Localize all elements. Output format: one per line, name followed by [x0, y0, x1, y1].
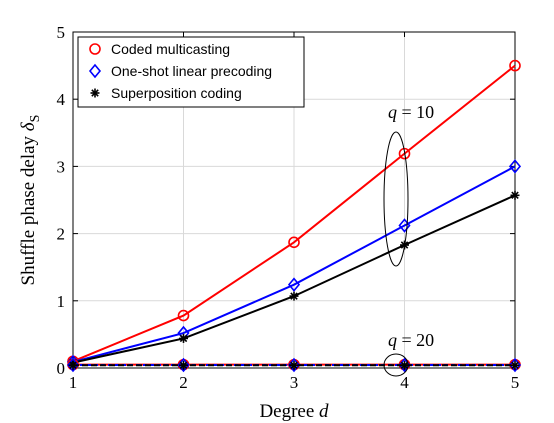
legend-label-2: One-shot linear precoding: [111, 63, 272, 79]
y-tick-label-1: 1: [57, 292, 66, 311]
annotation-q10-var: q: [388, 102, 397, 122]
series-6-point-2: [179, 360, 188, 370]
y-axis-label-var: δ: [18, 121, 39, 131]
legend-items: Coded multicasting One-shot linear precod…: [88, 41, 272, 101]
annotation-q10-value: = 10: [397, 102, 434, 122]
annotation-q20-var: q: [388, 330, 397, 350]
series-1-point-4: [398, 147, 411, 160]
y-axis-label-text: Shuffle phase delay: [18, 135, 39, 285]
series-3-point-3: [289, 291, 299, 301]
series-line-2: [72, 165, 516, 363]
series-6-point-5: [510, 360, 520, 370]
series-6: [68, 360, 520, 370]
x-tick-label-4: 4: [400, 373, 409, 392]
series-2-point-4: [398, 218, 411, 233]
legend-item-1: Coded multicasting: [89, 41, 230, 57]
legend-marker-3: [90, 88, 100, 98]
y-tick-label-2: 2: [57, 225, 66, 244]
q20-group-ellipse: [383, 353, 409, 377]
q10-group-ellipse: [383, 131, 409, 267]
x-axis-label-text: Degree: [259, 401, 314, 422]
series-2-point-5: [508, 159, 522, 174]
series-3-point-5: [510, 190, 520, 200]
y-tick-label-5: 5: [57, 23, 66, 42]
series-1-point-2: [177, 309, 190, 322]
series-3-point-2: [179, 333, 188, 343]
series-1-point-3: [288, 236, 300, 249]
series-layer: [66, 59, 522, 373]
series-6-point-3: [289, 360, 299, 370]
y-axis-label-sub: S: [28, 115, 43, 123]
annotation-q20-value: = 20: [397, 330, 434, 350]
legend-label-3: Superposition coding: [111, 85, 242, 101]
legend-marker-2: [88, 63, 102, 79]
legend-label-1: Coded multicasting: [111, 41, 230, 57]
x-axis-label-var: d: [319, 401, 329, 422]
series-6-point-4: [400, 360, 409, 370]
y-axis-label: Shuffle phase delay δS: [18, 115, 43, 286]
series-6-point-1: [68, 360, 78, 370]
legend: Coded multicasting One-shot linear precod…: [77, 36, 305, 108]
x-tick-label-1: 1: [69, 373, 78, 392]
x-tick-label-3: 3: [290, 373, 299, 392]
y-tick-label-0: 0: [57, 359, 66, 378]
annotation-q10: q = 10: [388, 102, 434, 122]
legend-box: [77, 36, 305, 108]
y-tick-label-4: 4: [57, 90, 66, 109]
series-2-point-3: [287, 277, 301, 292]
legend-item-3: Superposition coding: [90, 85, 242, 101]
series-1-point-5: [509, 59, 521, 72]
x-tick-label-2: 2: [179, 373, 188, 392]
annotation-q20: q = 20: [388, 330, 434, 350]
legend-item-2: One-shot linear precoding: [88, 63, 272, 79]
x-axis-label: Degree d: [259, 401, 329, 422]
legend-marker-1: [89, 43, 101, 55]
y-tick-label-3: 3: [57, 157, 66, 176]
series-line-1: [72, 64, 516, 363]
x-tick-label-5: 5: [511, 373, 520, 392]
